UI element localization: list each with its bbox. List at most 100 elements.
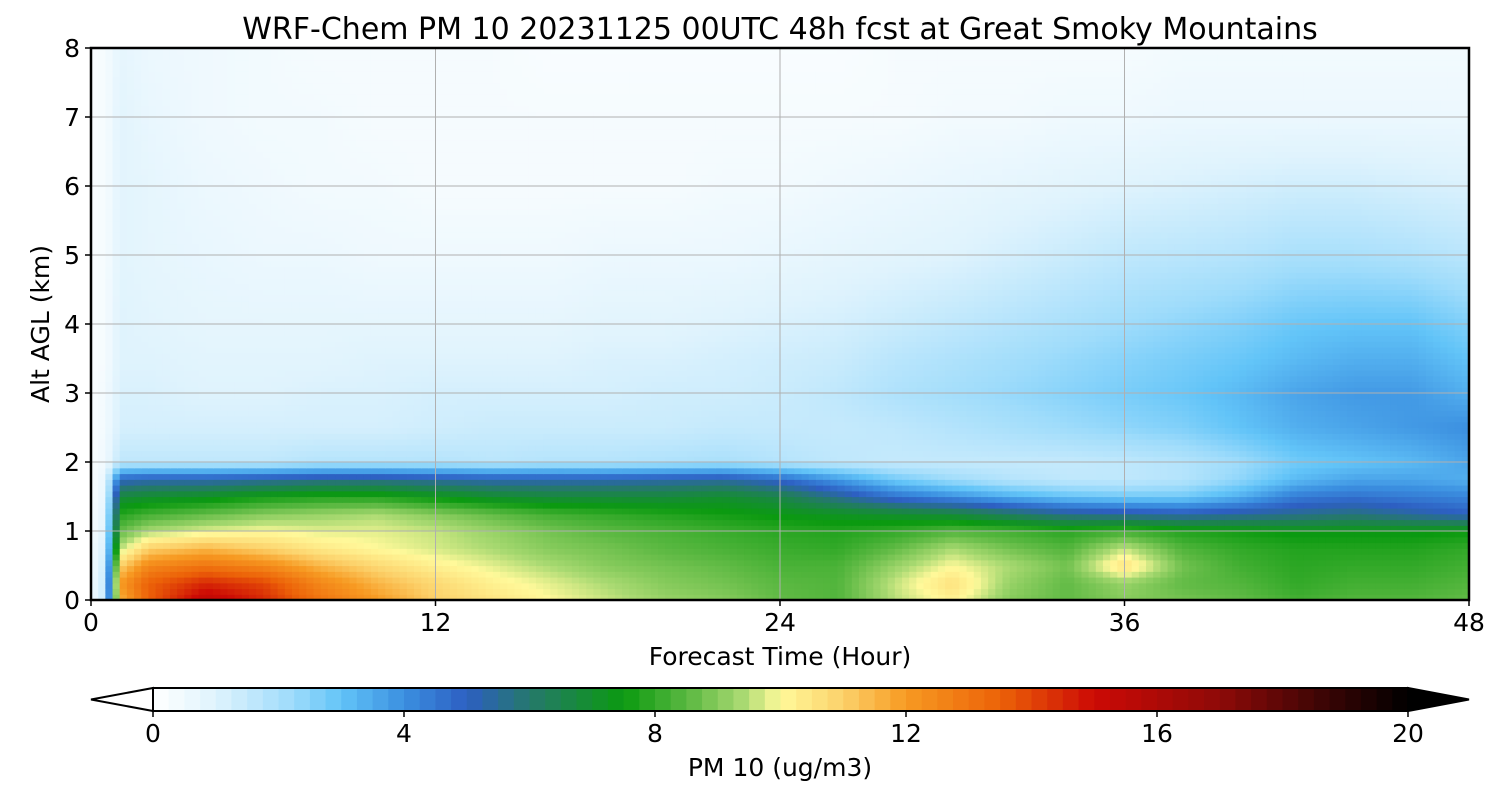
- field-cell: [1339, 467, 1348, 475]
- field-cell: [1045, 485, 1054, 492]
- field-cell: [1390, 531, 1398, 538]
- field-cell: [1160, 450, 1169, 457]
- field-cell: [1088, 531, 1097, 538]
- field-cell: [593, 548, 602, 555]
- field-cell: [1346, 490, 1355, 498]
- field-cell: [1390, 588, 1398, 595]
- field-cell: [945, 588, 953, 595]
- field-cell: [973, 519, 982, 526]
- field-cell: [1425, 519, 1434, 526]
- field-cell: [952, 467, 961, 475]
- field-cell: [464, 531, 472, 538]
- field-cell: [464, 473, 472, 480]
- field-cell: [672, 571, 681, 578]
- field-cell: [571, 462, 580, 469]
- field-cell: [1375, 582, 1384, 590]
- field-cell: [435, 571, 444, 578]
- field-cell: [535, 467, 544, 475]
- field-cell: [514, 479, 523, 486]
- field-cell: [679, 554, 688, 561]
- field-cell: [335, 531, 343, 538]
- field-cell: [1339, 519, 1348, 526]
- field-cell: [729, 542, 738, 549]
- field-cell: [622, 490, 630, 498]
- field-cell: [1110, 571, 1118, 578]
- field-cell: [722, 559, 731, 567]
- field-cell: [593, 571, 602, 578]
- field-cell: [765, 542, 774, 549]
- field-cell: [1404, 490, 1413, 498]
- field-cell: [686, 525, 695, 532]
- field-cell: [435, 502, 444, 509]
- field-cell: [385, 502, 394, 509]
- field-cell: [622, 594, 630, 600]
- field-cell: [736, 559, 745, 567]
- field-cell: [198, 513, 207, 521]
- field-cell: [162, 594, 171, 600]
- field-cell: [492, 508, 501, 515]
- field-cell: [708, 519, 717, 526]
- field-cell: [327, 536, 336, 544]
- field-cell: [980, 542, 989, 549]
- field-cell: [550, 525, 559, 532]
- field-cell: [751, 485, 760, 492]
- field-cell: [385, 467, 394, 475]
- field-cell: [1447, 450, 1456, 457]
- field-cell: [270, 513, 279, 521]
- field-cell: [248, 485, 257, 492]
- field-cell: [521, 542, 530, 549]
- field-cell: [126, 531, 135, 538]
- field-cell: [399, 525, 408, 532]
- field-cell: [729, 588, 738, 595]
- field-cell: [406, 559, 415, 567]
- field-cell: [1346, 571, 1355, 578]
- field-cell: [428, 496, 437, 503]
- field-cell: [91, 462, 99, 469]
- field-cell: [198, 559, 207, 567]
- field-cell: [1296, 508, 1305, 515]
- field-cell: [959, 508, 968, 515]
- field-cell: [715, 462, 724, 469]
- field-cell: [378, 531, 386, 538]
- field-cell: [385, 508, 394, 515]
- field-cell: [801, 513, 810, 521]
- field-cell: [514, 485, 523, 492]
- field-cell: [378, 554, 386, 561]
- field-cell: [270, 456, 279, 463]
- field-cell: [1311, 490, 1319, 498]
- field-cell: [263, 594, 272, 600]
- field-cell: [306, 473, 315, 480]
- field-cell: [284, 502, 293, 509]
- field-cell: [837, 502, 846, 509]
- field-cell: [543, 490, 551, 498]
- field-cell: [1138, 508, 1147, 515]
- field-cell: [363, 582, 372, 590]
- field-cell: [442, 502, 451, 509]
- field-cell: [686, 548, 695, 555]
- field-cell: [672, 588, 681, 595]
- field-cell: [248, 473, 257, 480]
- field-cell: [1016, 548, 1025, 555]
- field-cell: [622, 462, 630, 469]
- field-cell: [571, 571, 580, 578]
- field-cell: [679, 502, 688, 509]
- field-cell: [1397, 519, 1406, 526]
- field-cell: [1246, 542, 1255, 549]
- field-cell: [492, 450, 501, 457]
- field-cell: [105, 565, 114, 572]
- field-cell: [1081, 588, 1090, 595]
- field-cell: [248, 513, 257, 521]
- field-cell: [112, 571, 121, 578]
- field-cell: [923, 519, 932, 526]
- field-cell: [335, 456, 343, 463]
- field-cell: [543, 542, 551, 549]
- field-cell: [241, 542, 250, 549]
- field-cell: [1361, 508, 1370, 515]
- field-cell: [844, 548, 853, 555]
- field-cell: [722, 462, 731, 469]
- field-cell: [1390, 513, 1398, 521]
- field-cell: [1088, 467, 1097, 475]
- field-cell: [1282, 502, 1291, 509]
- field-cell: [880, 588, 889, 595]
- field-cell: [744, 479, 752, 486]
